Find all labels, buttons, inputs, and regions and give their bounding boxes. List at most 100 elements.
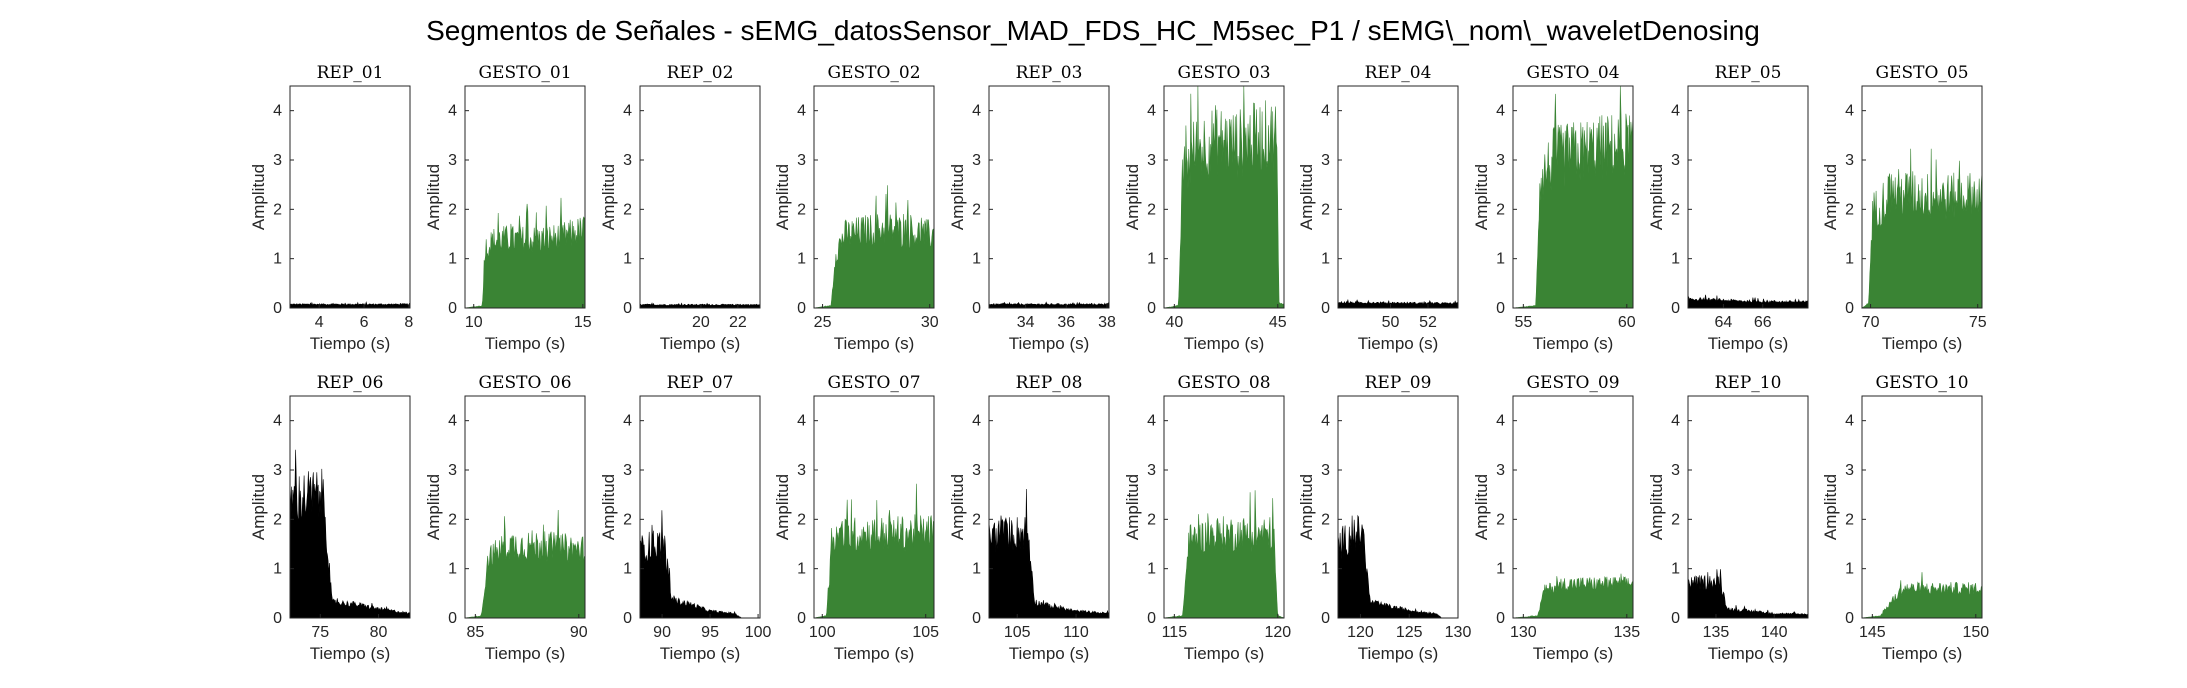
y-tick-label: 0 (797, 300, 806, 317)
y-tick-label: 4 (1496, 413, 1505, 430)
y-tick-label: 0 (1845, 300, 1854, 317)
signal-area (639, 302, 761, 309)
y-tick-label: 0 (1845, 610, 1854, 627)
y-tick-label: 0 (623, 300, 632, 317)
x-tick-label: 38 (1098, 314, 1116, 331)
panel-title: GESTO_05 (1875, 63, 1968, 83)
x-tick-label: 64 (1715, 314, 1733, 331)
panel-title: REP_03 (1016, 63, 1083, 83)
x-tick-label: 45 (1269, 314, 1287, 331)
y-tick-label: 4 (448, 413, 457, 430)
x-axis-label: Tiempo (s) (1708, 334, 1789, 353)
y-tick-label: 3 (1845, 462, 1854, 479)
y-tick-label: 4 (623, 413, 632, 430)
panel-title: GESTO_07 (827, 373, 920, 393)
signal-area (289, 301, 411, 309)
y-tick-label: 0 (1321, 610, 1330, 627)
panel-gesto-08: GESTO_08 0 1 2 3 4 115 120 Tiempo (s) Amplitud (1123, 373, 1291, 663)
signal-area (1861, 572, 1983, 619)
y-tick-label: 2 (273, 511, 282, 528)
signal-area (988, 488, 1110, 619)
x-tick-label: 90 (653, 624, 671, 641)
x-tick-label: 115 (1162, 624, 1188, 641)
y-tick-label: 2 (1496, 201, 1505, 218)
x-tick-label: 100 (809, 624, 836, 641)
y-tick-label: 2 (1321, 511, 1330, 528)
y-tick-label: 0 (1671, 300, 1680, 317)
y-tick-label: 4 (797, 413, 806, 430)
y-tick-label: 3 (1496, 152, 1505, 169)
y-tick-label: 4 (273, 413, 282, 430)
y-tick-label: 1 (1671, 251, 1680, 268)
panel-title: REP_08 (1016, 373, 1083, 393)
x-tick-label: 105 (912, 624, 939, 641)
y-axis-label: Amplitud (773, 474, 792, 540)
signal-area (1861, 148, 1983, 309)
y-tick-label: 1 (273, 561, 282, 578)
x-tick-label: 145 (1859, 624, 1886, 641)
x-tick-label: 120 (1264, 624, 1291, 641)
y-axis-label: Amplitud (1123, 164, 1142, 230)
panel-title: REP_07 (667, 373, 734, 393)
panel-rep-02: REP_02 0 1 2 3 4 20 22 Tiempo (s) Amplitud (599, 63, 761, 353)
y-tick-label: 4 (1845, 103, 1854, 120)
y-tick-label: 4 (972, 103, 981, 120)
x-tick-label: 85 (466, 624, 484, 641)
y-tick-label: 0 (448, 300, 457, 317)
y-tick-label: 1 (1671, 561, 1680, 578)
y-tick-label: 3 (1321, 152, 1330, 169)
y-tick-label: 0 (448, 610, 457, 627)
panel-rep-01: REP_01 0 1 2 3 4 4 6 8 Tiempo (s) Amplitud (249, 63, 413, 353)
y-tick-label: 2 (1671, 511, 1680, 528)
x-axis-label: Tiempo (s) (485, 644, 566, 663)
y-tick-label: 4 (1845, 413, 1854, 430)
x-tick-label: 15 (574, 314, 592, 331)
y-tick-label: 2 (1496, 511, 1505, 528)
panel-rep-05: REP_05 0 1 2 3 4 64 66 Tiempo (s) Amplitud (1647, 63, 1809, 353)
y-tick-label: 4 (1671, 413, 1680, 430)
axes-frame (813, 395, 935, 619)
x-axis-label: Tiempo (s) (310, 334, 391, 353)
y-tick-label: 1 (1147, 561, 1156, 578)
x-tick-label: 75 (1969, 314, 1987, 331)
x-tick-label: 8 (404, 314, 413, 331)
axes-frame (813, 85, 935, 309)
y-tick-label: 1 (972, 561, 981, 578)
panel-title: GESTO_03 (1177, 63, 1270, 83)
y-axis-label: Amplitud (948, 164, 967, 230)
axes-frame (289, 395, 411, 619)
panel-rep-04: REP_04 0 1 2 3 4 50 52 Tiempo (s) Amplitud (1297, 63, 1459, 353)
y-tick-label: 4 (623, 103, 632, 120)
y-tick-label: 4 (273, 103, 282, 120)
y-tick-label: 3 (623, 152, 632, 169)
panel-rep-10: REP_10 0 1 2 3 4 135 140 Tiempo (s) Amplitud (1647, 373, 1809, 663)
y-tick-label: 3 (972, 462, 981, 479)
y-tick-label: 1 (623, 561, 632, 578)
panel-gesto-07: GESTO_07 0 1 2 3 4 100 105 Tiempo (s) Amplitud (773, 373, 939, 663)
axes-frame (1163, 85, 1285, 309)
signal-area (1337, 298, 1459, 309)
y-tick-label: 4 (448, 103, 457, 120)
y-tick-label: 0 (1496, 610, 1505, 627)
y-axis-label: Amplitud (1472, 474, 1491, 540)
x-axis-label: Tiempo (s) (1009, 334, 1090, 353)
y-tick-label: 4 (797, 103, 806, 120)
x-tick-label: 125 (1396, 624, 1423, 641)
y-axis-label: Amplitud (1472, 164, 1491, 230)
y-tick-label: 0 (623, 610, 632, 627)
signal-area (813, 483, 935, 619)
y-tick-label: 0 (1147, 300, 1156, 317)
x-axis-label: Tiempo (s) (1184, 334, 1265, 353)
y-tick-label: 1 (1496, 561, 1505, 578)
panel-title: GESTO_04 (1526, 63, 1619, 83)
y-tick-label: 0 (1671, 610, 1680, 627)
x-tick-label: 100 (745, 624, 772, 641)
x-tick-label: 135 (1703, 624, 1730, 641)
x-tick-label: 25 (814, 314, 832, 331)
axes-frame (464, 85, 586, 309)
y-tick-label: 2 (623, 201, 632, 218)
x-tick-label: 80 (370, 624, 388, 641)
x-axis-label: Tiempo (s) (1882, 334, 1963, 353)
